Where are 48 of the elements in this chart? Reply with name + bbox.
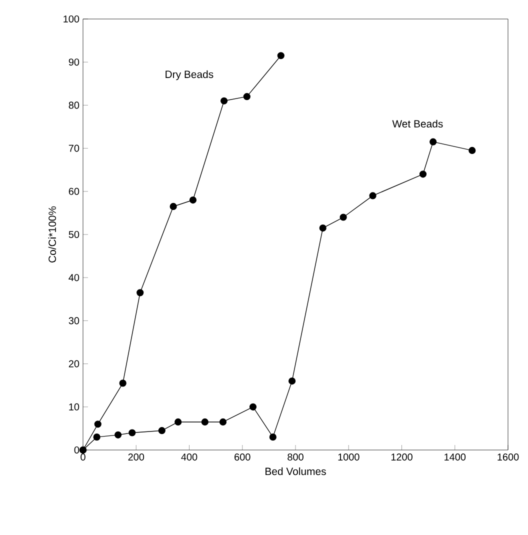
y-tick-label: 50 — [68, 230, 80, 238]
point — [219, 418, 227, 426]
x-tick-label: 200 — [128, 454, 144, 461]
point — [419, 170, 427, 178]
point — [136, 289, 144, 296]
point — [189, 196, 197, 204]
y-axis-title: Co/Ci*100% — [48, 206, 56, 262]
x-tick-label: 1000 — [338, 454, 360, 461]
y-tick-label: 60 — [68, 188, 80, 195]
point — [114, 431, 122, 438]
point — [119, 380, 126, 387]
point — [243, 93, 250, 100]
point — [174, 418, 182, 426]
x-tick-label: 1200 — [391, 454, 412, 461]
x-tick-label: 600 — [234, 454, 250, 461]
y-tick-label: 20 — [68, 360, 80, 368]
point — [128, 429, 136, 436]
x-tick-label: 800 — [288, 454, 304, 461]
x-tick-label: 1400 — [444, 454, 466, 461]
point — [430, 138, 437, 146]
point — [170, 202, 177, 210]
point — [201, 418, 208, 426]
point — [249, 403, 257, 410]
y-tick-label: 70 — [68, 144, 80, 152]
point — [277, 52, 284, 60]
y-tick-label: 40 — [68, 274, 80, 282]
point — [340, 214, 347, 221]
x-tick-label: 400 — [181, 454, 198, 461]
point — [468, 146, 476, 154]
point — [288, 377, 296, 385]
x-tick-label: 1600 — [498, 454, 519, 461]
point — [269, 434, 276, 441]
point — [158, 427, 166, 434]
y-tick-label: 0 — [74, 446, 80, 454]
y-tick-label: 30 — [68, 317, 80, 324]
series-label: Wet Beads — [392, 120, 443, 128]
y-tick-label: 80 — [68, 102, 80, 109]
x-tick-label: 0 — [80, 454, 86, 461]
series-label: Dry Beads — [166, 70, 214, 80]
point — [319, 224, 326, 232]
point — [369, 192, 376, 200]
y-tick-label: 90 — [68, 58, 80, 66]
point — [93, 434, 100, 441]
y-tick-label: 10 — [69, 403, 80, 410]
point — [94, 420, 102, 428]
y-tick-label: 100 — [64, 15, 80, 23]
x-axis-title: Bed Volumes — [266, 467, 326, 476]
point — [220, 97, 228, 104]
